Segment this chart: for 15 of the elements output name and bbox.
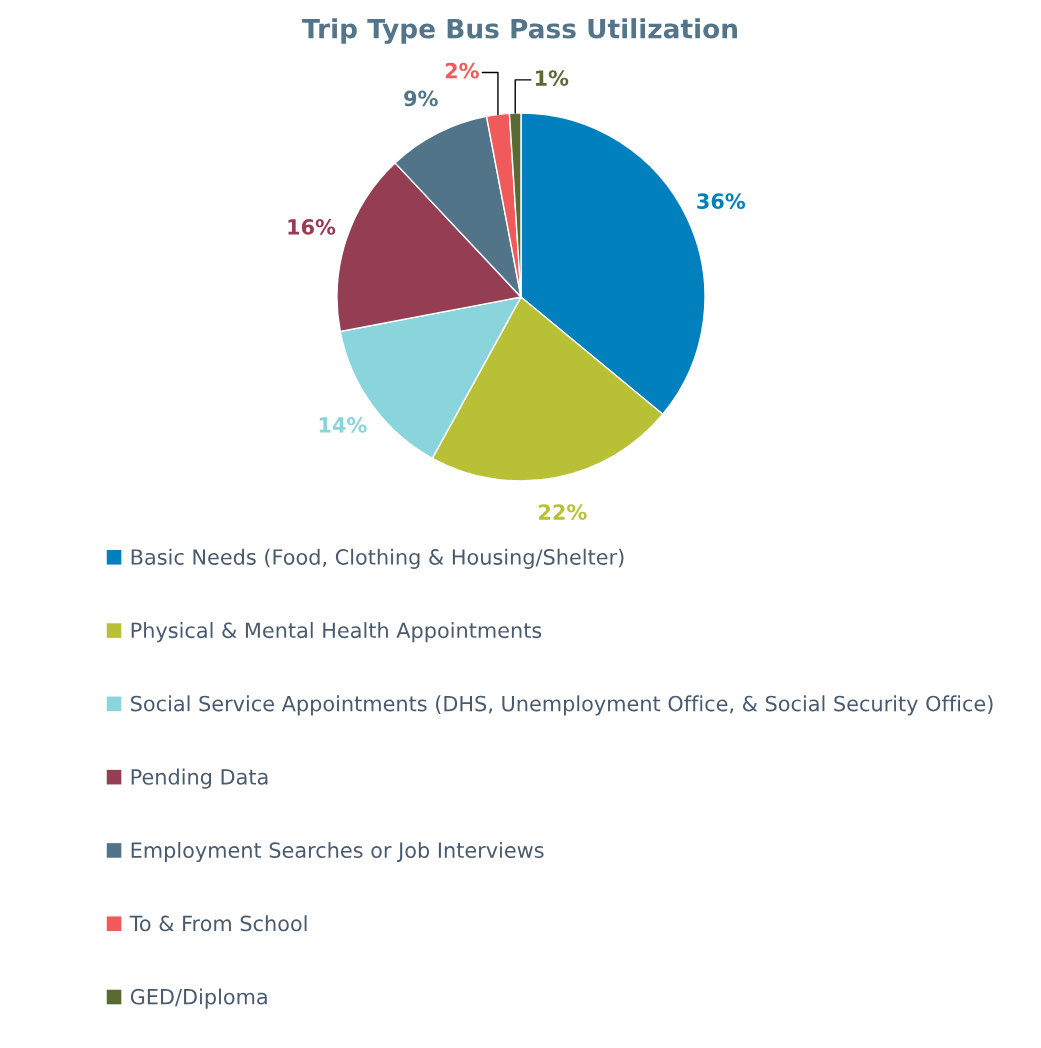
data-label: 9% [404, 90, 438, 107]
data-label: 2% [445, 62, 479, 79]
data-label: 14% [319, 417, 367, 433]
legend-label: GED/Diploma [130, 988, 267, 1009]
legend-label: Employment Searches or Job Interviews [131, 841, 544, 863]
data-label: 1% [535, 70, 569, 86]
legend-label: Basic Needs (Food, Clothing & Housing/Shelter) [131, 548, 624, 569]
legend-label: Social Service Appointments (DHS, Unemployment Office, & Social Security Office) [131, 695, 993, 716]
data-label: 22% [539, 504, 587, 520]
legend-label: Pending Data [131, 768, 268, 789]
data-label: 36% [697, 193, 746, 210]
chart-title: Trip Type Bus Pass Utilization [302, 18, 737, 44]
data-label: 16% [288, 219, 336, 235]
legend-label: To & From School [129, 915, 307, 932]
legend-label: Physical & Mental Health Appointments [131, 622, 542, 643]
